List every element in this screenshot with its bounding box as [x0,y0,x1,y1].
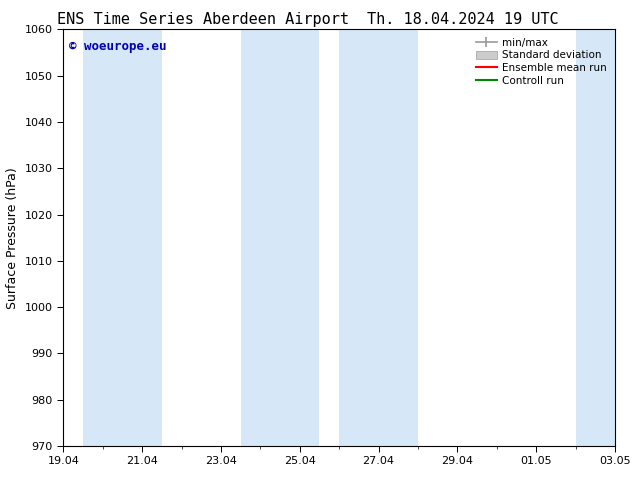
Y-axis label: Surface Pressure (hPa): Surface Pressure (hPa) [6,167,19,309]
Bar [339,29,418,446]
Bar [241,29,320,446]
Bar [576,29,634,446]
Text: Th. 18.04.2024 19 UTC: Th. 18.04.2024 19 UTC [367,12,559,27]
Legend: min/max, Standard deviation, Ensemble mean run, Controll run: min/max, Standard deviation, Ensemble me… [473,35,610,89]
Text: ENS Time Series Aberdeen Airport: ENS Time Series Aberdeen Airport [57,12,349,27]
Text: © woeurope.eu: © woeurope.eu [69,40,166,53]
Bar [83,29,162,446]
